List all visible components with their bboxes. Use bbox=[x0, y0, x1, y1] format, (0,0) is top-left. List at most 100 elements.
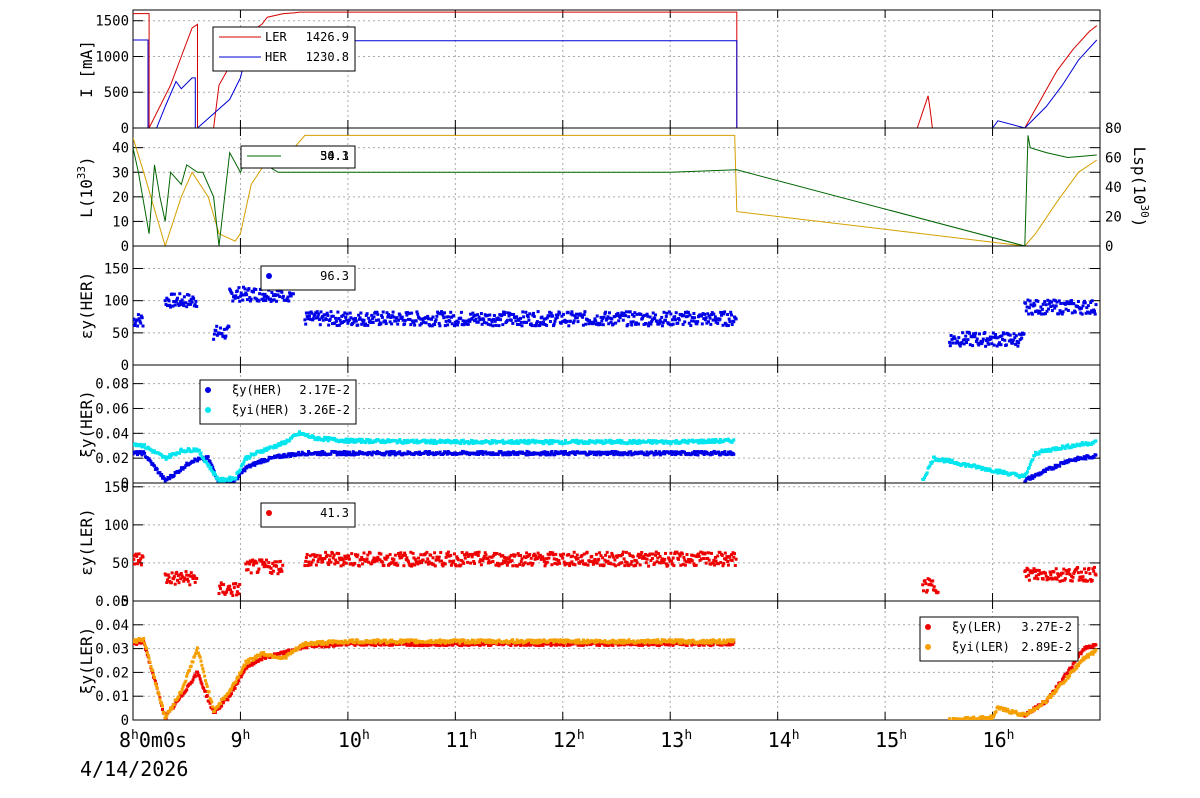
data-point bbox=[237, 475, 241, 478]
data-point bbox=[611, 553, 615, 557]
data-point bbox=[460, 551, 464, 554]
data-point bbox=[434, 440, 438, 444]
data-point bbox=[710, 551, 713, 555]
data-point bbox=[599, 554, 603, 558]
data-point bbox=[236, 477, 240, 481]
data-point bbox=[185, 573, 189, 577]
data-point bbox=[387, 640, 391, 644]
data-point bbox=[172, 300, 176, 303]
data-point bbox=[1055, 300, 1059, 304]
data-point bbox=[615, 314, 619, 318]
data-point bbox=[405, 313, 409, 317]
y-axis-label: ξy(LER) bbox=[77, 627, 96, 694]
data-point bbox=[1043, 470, 1047, 473]
data-point bbox=[315, 310, 319, 314]
data-point bbox=[229, 588, 232, 592]
data-point bbox=[654, 313, 657, 317]
data-point bbox=[1050, 300, 1054, 304]
data-point bbox=[414, 440, 418, 444]
data-point bbox=[344, 453, 348, 457]
data-point bbox=[170, 292, 174, 296]
y-tick-label: 10 bbox=[112, 214, 129, 230]
data-point bbox=[501, 323, 505, 327]
data-point bbox=[464, 319, 468, 323]
data-point bbox=[613, 558, 617, 562]
y-tick-label: 100 bbox=[104, 518, 129, 534]
data-point bbox=[574, 556, 578, 559]
data-point bbox=[571, 562, 575, 566]
data-point bbox=[570, 310, 574, 314]
data-point bbox=[319, 557, 323, 561]
data-point bbox=[1067, 668, 1071, 672]
data-point bbox=[702, 317, 706, 321]
data-point bbox=[627, 315, 631, 319]
data-point bbox=[289, 455, 293, 458]
data-point bbox=[377, 638, 381, 642]
data-point bbox=[984, 344, 988, 348]
data-point bbox=[324, 318, 328, 321]
data-point bbox=[146, 445, 150, 449]
data-point bbox=[949, 334, 953, 337]
data-point bbox=[968, 331, 971, 335]
data-point bbox=[238, 294, 242, 298]
data-point bbox=[611, 644, 615, 647]
data-point bbox=[692, 562, 696, 566]
data-point bbox=[552, 557, 556, 561]
data-point bbox=[339, 453, 343, 457]
data-point bbox=[403, 551, 407, 555]
data-point bbox=[393, 319, 397, 323]
data-point bbox=[603, 441, 607, 445]
data-point bbox=[951, 337, 955, 341]
data-point bbox=[717, 439, 721, 443]
data-point bbox=[312, 553, 316, 557]
data-point bbox=[601, 556, 605, 560]
data-point bbox=[430, 317, 433, 321]
data-point bbox=[1044, 312, 1047, 316]
data-point bbox=[223, 592, 227, 596]
data-point bbox=[463, 556, 467, 560]
data-point bbox=[509, 644, 513, 647]
data-point bbox=[727, 317, 731, 321]
data-point bbox=[237, 675, 241, 679]
data-point bbox=[597, 557, 601, 561]
data-point bbox=[334, 319, 338, 323]
data-point bbox=[276, 444, 280, 448]
data-point bbox=[153, 681, 157, 685]
data-point bbox=[561, 450, 565, 454]
data-point bbox=[234, 680, 238, 684]
data-point bbox=[605, 550, 609, 554]
data-point bbox=[452, 314, 456, 318]
data-point bbox=[621, 314, 624, 317]
data-point bbox=[722, 561, 726, 565]
data-point bbox=[201, 667, 205, 671]
legend-box bbox=[212, 26, 356, 72]
data-point bbox=[349, 562, 353, 566]
data-point bbox=[301, 646, 305, 650]
data-point bbox=[235, 590, 239, 594]
data-point bbox=[335, 551, 339, 555]
data-point bbox=[206, 455, 210, 459]
data-point bbox=[176, 578, 179, 582]
data-point bbox=[518, 563, 522, 566]
data-point bbox=[220, 583, 224, 586]
data-point bbox=[388, 453, 392, 457]
data-point bbox=[545, 557, 549, 561]
data-point bbox=[375, 310, 379, 314]
data-point bbox=[487, 640, 490, 644]
data-point bbox=[626, 323, 630, 326]
data-point bbox=[626, 453, 630, 457]
data-point bbox=[328, 554, 332, 558]
data-point bbox=[501, 554, 505, 558]
data-point bbox=[616, 452, 620, 456]
data-point bbox=[355, 555, 359, 559]
data-point bbox=[664, 314, 668, 318]
data-point bbox=[510, 439, 514, 442]
data-point bbox=[705, 450, 709, 454]
data-point bbox=[956, 341, 960, 345]
data-point bbox=[183, 465, 187, 469]
data-point bbox=[1090, 299, 1094, 303]
data-point bbox=[161, 475, 165, 479]
data-point bbox=[606, 315, 610, 319]
data-point bbox=[582, 313, 586, 317]
y-tick-label: 0 bbox=[121, 594, 129, 610]
